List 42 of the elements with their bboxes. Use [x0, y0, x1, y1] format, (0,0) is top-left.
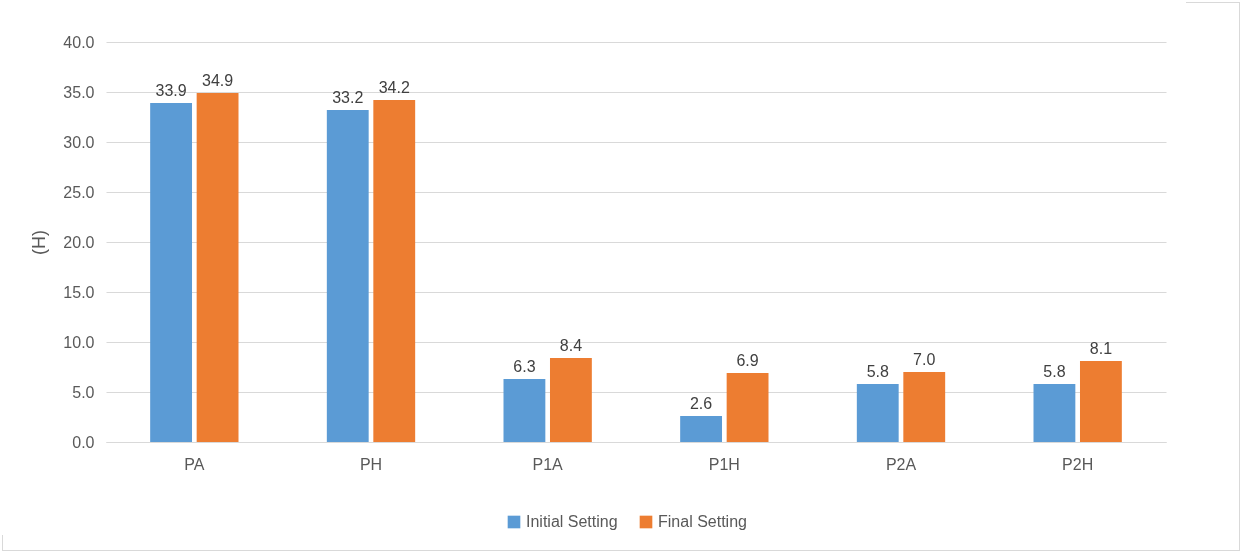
y-tick-label: 5.0 — [72, 383, 95, 401]
y-tick-label: 0.0 — [72, 433, 95, 451]
bar — [856, 384, 899, 442]
y-tick-label: 30.0 — [63, 133, 95, 151]
bar — [903, 372, 946, 442]
data-label: 6.9 — [736, 352, 759, 369]
legend-label: Initial Setting — [526, 513, 618, 530]
bar — [150, 103, 193, 442]
data-label: 2.6 — [689, 395, 713, 412]
x-tick-label: PH — [359, 455, 383, 473]
y-tick-label: 10.0 — [63, 333, 95, 351]
bar — [196, 93, 239, 442]
x-tick-label: P1A — [532, 455, 564, 473]
bar — [726, 373, 769, 442]
data-label: 6.3 — [513, 358, 536, 375]
data-label: 34.2 — [378, 79, 410, 96]
bar — [1079, 361, 1122, 442]
data-label: 33.9 — [155, 82, 187, 99]
y-tick-label: 35.0 — [63, 83, 95, 101]
y-tick-label: 15.0 — [63, 283, 95, 301]
bar — [680, 416, 723, 442]
legend-label: Final Setting — [658, 513, 747, 530]
x-tick-label: P2A — [885, 455, 917, 473]
data-label: 5.8 — [866, 363, 889, 380]
data-label: 34.9 — [202, 72, 234, 89]
y-axis-title: (H) — [29, 230, 50, 255]
x-tick-label: P1H — [708, 455, 740, 473]
bar — [503, 379, 546, 442]
y-tick-label: 40.0 — [63, 33, 95, 51]
data-label: 7.0 — [913, 351, 936, 368]
data-label: 8.4 — [559, 337, 583, 354]
x-tick-label: P2H — [1062, 455, 1094, 473]
x-tick-label: PA — [184, 455, 205, 473]
bar — [326, 110, 369, 442]
y-tick-label: 25.0 — [63, 183, 95, 201]
y-tick-label: 20.0 — [63, 233, 95, 251]
data-label: 5.8 — [1043, 363, 1066, 380]
data-label: 33.2 — [332, 89, 364, 106]
bar — [549, 358, 592, 442]
bar — [373, 100, 416, 442]
data-label: 8.1 — [1089, 340, 1113, 357]
bar — [1033, 384, 1076, 442]
